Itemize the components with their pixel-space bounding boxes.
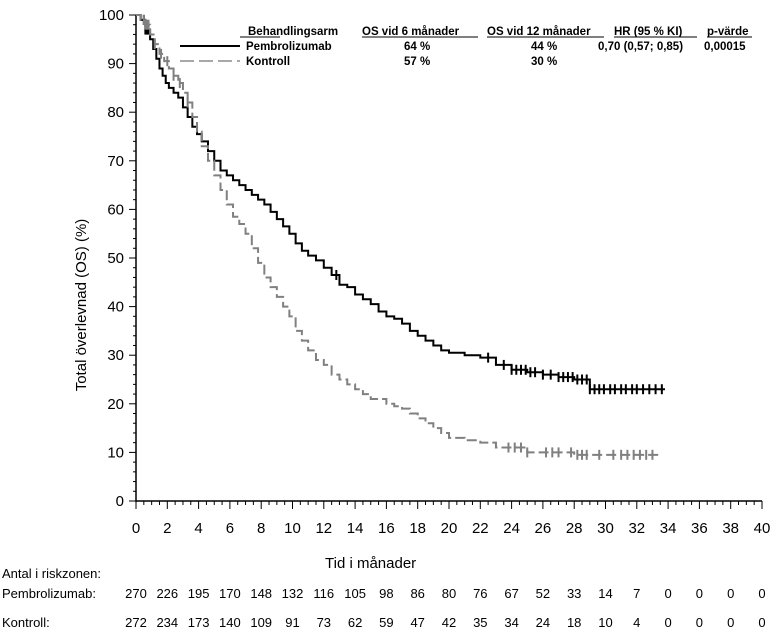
x-tick-label: 12 xyxy=(315,520,332,537)
y-tick-label: 100 xyxy=(99,7,124,24)
legend-header-p: p-värde xyxy=(707,26,749,38)
x-tick-label: 8 xyxy=(257,520,265,537)
x-tick-label: 32 xyxy=(628,520,645,537)
risk-value: 272 xyxy=(125,615,147,630)
x-tick-label: 14 xyxy=(347,520,364,537)
risk-row-label-kontroll: Kontroll: xyxy=(2,615,50,630)
risk-value: 47 xyxy=(410,615,424,630)
risk-value: 0 xyxy=(664,615,671,630)
legend-header-arm: Behandlingsarm xyxy=(248,26,338,38)
y-axis-title: Total överlevnad (OS) (%) xyxy=(73,219,90,392)
x-tick-label: 18 xyxy=(409,520,426,537)
y-tick-label: 90 xyxy=(107,56,124,73)
risk-table-title: Antal i riskzonen: xyxy=(2,566,101,581)
risk-value: 0 xyxy=(758,615,765,630)
x-tick-label: 36 xyxy=(691,520,708,537)
series-line-pembrolizumab xyxy=(136,14,665,391)
risk-value: 86 xyxy=(410,586,424,601)
risk-value: 80 xyxy=(442,586,456,601)
x-tick-label: 34 xyxy=(660,520,677,537)
legend-row-os12: 44 % xyxy=(531,41,557,53)
legend-row-os12: 30 % xyxy=(531,56,557,68)
x-tick-label: 4 xyxy=(194,520,202,537)
risk-value: 105 xyxy=(344,586,366,601)
risk-value: 10 xyxy=(598,615,612,630)
x-tick-label: 30 xyxy=(597,520,614,537)
risk-value: 14 xyxy=(598,586,612,601)
x-tick-label: 22 xyxy=(472,520,489,537)
risk-value: 270 xyxy=(125,586,147,601)
legend-header-os12: OS vid 12 månader xyxy=(487,26,591,38)
risk-value: 7 xyxy=(633,586,640,601)
risk-value: 140 xyxy=(219,615,241,630)
legend-row-hr: 0,70 (0,57; 0,85) xyxy=(598,41,683,53)
legend-row-name: Kontroll xyxy=(246,56,290,68)
risk-row-label-pembrolizumab: Pembrolizumab: xyxy=(2,586,96,601)
risk-value: 24 xyxy=(536,615,550,630)
risk-value: 0 xyxy=(696,586,703,601)
risk-value: 67 xyxy=(504,586,518,601)
legend-row-os6: 64 % xyxy=(404,41,430,53)
x-tick-label: 38 xyxy=(722,520,739,537)
y-tick-label: 30 xyxy=(107,347,124,364)
risk-value: 195 xyxy=(188,586,210,601)
risk-value: 0 xyxy=(696,615,703,630)
legend-row-name: Pembrolizumab xyxy=(246,41,332,53)
x-tick-label: 26 xyxy=(535,520,552,537)
risk-value: 0 xyxy=(727,615,734,630)
risk-value: 116 xyxy=(313,586,334,601)
y-tick-label: 0 xyxy=(116,493,124,510)
x-tick-label: 0 xyxy=(132,520,140,537)
risk-value: 18 xyxy=(567,615,581,630)
risk-value: 0 xyxy=(664,586,671,601)
legend-group: Behandlingsarm OS vid 6 månader OS vid 1… xyxy=(180,26,752,68)
risk-value: 62 xyxy=(348,615,362,630)
y-tick-label: 40 xyxy=(107,299,124,316)
y-tick-label: 50 xyxy=(107,250,124,267)
legend-header-os6: OS vid 6 månader xyxy=(362,26,460,38)
risk-value: 132 xyxy=(282,586,304,601)
risk-value: 109 xyxy=(250,615,272,630)
y-tick-label: 70 xyxy=(107,153,124,170)
x-tick-label: 16 xyxy=(378,520,395,537)
risk-value: 73 xyxy=(317,615,331,630)
risk-value: 59 xyxy=(379,615,393,630)
y-tick-label: 10 xyxy=(107,444,124,461)
x-tick-label: 6 xyxy=(226,520,234,537)
risk-value: 0 xyxy=(727,586,734,601)
x-tick-label: 28 xyxy=(566,520,583,537)
x-tick-label: 10 xyxy=(284,520,301,537)
y-tick-label: 80 xyxy=(107,104,124,121)
legend-header-hr: HR (95 % KI) xyxy=(614,26,683,38)
legend-row-p: 0,00015 xyxy=(704,41,746,53)
y-tick-label: 20 xyxy=(107,396,124,413)
series-group xyxy=(136,14,665,460)
risk-value: 170 xyxy=(219,586,241,601)
x-tick-label: 20 xyxy=(441,520,458,537)
x-tick-label: 40 xyxy=(754,520,771,537)
risk-value: 148 xyxy=(250,586,272,601)
risk-value: 52 xyxy=(536,586,550,601)
risk-value: 42 xyxy=(442,615,456,630)
risk-value: 4 xyxy=(633,615,640,630)
risk-table: Antal i riskzonen: Pembrolizumab: Kontro… xyxy=(2,566,766,630)
risk-value: 0 xyxy=(758,586,765,601)
x-axis-title: Tid i månader xyxy=(325,555,416,572)
risk-value: 35 xyxy=(473,615,487,630)
x-tick-label: 24 xyxy=(503,520,520,537)
y-tick-label: 60 xyxy=(107,201,124,218)
series-line-kontroll xyxy=(136,14,659,456)
x-tick-label: 2 xyxy=(163,520,171,537)
axes-group: 0 2 4 6 8 10 12 14 16 18 20 22 24 26 28 30 32 34 36 38 40010… xyxy=(99,7,770,537)
risk-value: 234 xyxy=(156,615,178,630)
risk-value: 91 xyxy=(285,615,299,630)
risk-value: 98 xyxy=(379,586,393,601)
risk-value: 173 xyxy=(188,615,210,630)
risk-value: 33 xyxy=(567,586,581,601)
risk-value: 76 xyxy=(473,586,487,601)
risk-value: 226 xyxy=(156,586,178,601)
legend-row-os6: 57 % xyxy=(404,56,430,68)
risk-value: 34 xyxy=(504,615,518,630)
